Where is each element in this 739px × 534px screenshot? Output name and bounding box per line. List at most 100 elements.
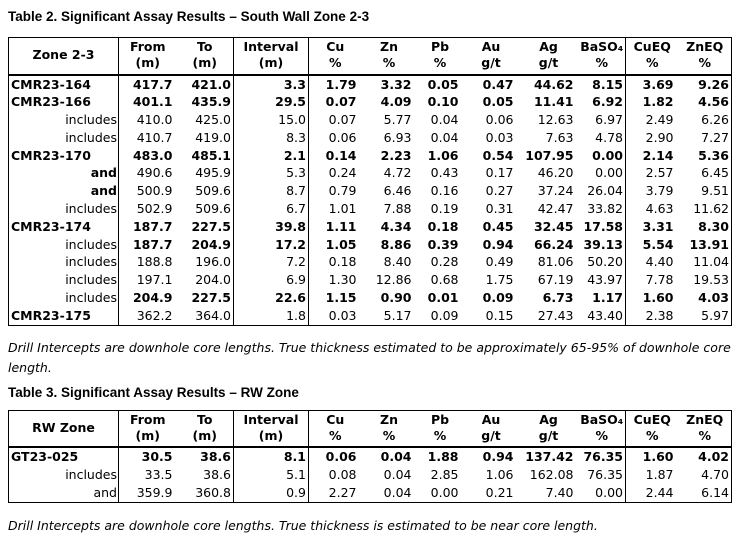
cell-ag: 81.06 [537,254,574,270]
col-header-au: Au g/t [463,410,519,449]
cell-au: 0.94 [482,449,514,465]
table3-assay-results: RW Zone From (m) To (m) Interval (m) Cu% Zn% Pb% A… [8,409,732,503]
cell-cueq: 3.79 [645,183,674,199]
cell-interval: 8.3 [233,128,309,147]
cell-from: 187.7 [132,236,173,252]
cell-cu: 0.03 [328,307,357,323]
cell-to: 364.0 [176,306,234,326]
cell-baso4: 6.92 [578,93,626,112]
col-header-pb: Pb% [416,410,464,449]
cell-from: 410.7 [136,129,173,145]
cell-zn: 6.46 [383,183,412,199]
col-header-baso4: BaSO₄% [578,37,626,76]
cell-baso4: 43.97 [578,271,626,290]
cell-zone-label: CMR23-166 [8,93,119,112]
cell-interval: 17.2 [233,235,309,254]
cell-zone-label: includes [8,289,119,307]
cell-zneq: 6.45 [701,165,729,181]
table-row: includes 197.1 204.0 6.9 1.30 12.86 0.68 1.75 67… [8,271,732,290]
cell-cueq: 2.44 [645,484,674,500]
cell-from: 401.1 [132,94,173,110]
cell-to: 360.8 [176,483,234,503]
cell-au: 0.31 [485,201,514,217]
cell-baso4: 0.00 [578,483,626,503]
cell-baso4: 6.97 [578,111,626,129]
cell-baso4: 17.58 [578,217,626,236]
cell-cu: 0.06 [328,129,357,145]
cell-from: 187.7 [132,218,173,234]
cell-zone-label: includes [8,200,119,218]
cell-baso4: 4.78 [578,128,626,147]
col-header-cu: Cu% [308,37,362,76]
cell-zn: 7.88 [383,201,412,217]
cell-zneq: 7.27 [701,129,729,145]
cell-interval: 1.8 [233,306,309,326]
cell-au: 0.49 [485,254,514,270]
cell-interval: 5.3 [233,164,309,183]
cell-au: 0.54 [482,147,514,163]
cell-cu: 0.08 [328,466,357,482]
cell-to: 495.9 [176,164,234,183]
cell-pb: 0.43 [430,165,459,181]
table2-assay-results: Zone 2-3 From (m) To (m) Interval (m) Cu% Zn% Pb%… [8,37,732,326]
cell-ag: 66.24 [533,236,574,252]
table3-header-row: RW Zone From (m) To (m) Interval (m) Cu% Zn% Pb% A… [8,410,732,449]
cell-zn: 0.04 [383,466,412,482]
cell-to: 435.9 [176,93,234,112]
cell-interval: 29.5 [233,93,309,112]
cell-ag: 162.08 [529,466,574,482]
col-header-interval: Interval (m) [233,410,309,449]
table-row: includes 188.8 196.0 7.2 0.18 8.40 0.28 0.49 81.… [8,253,732,272]
cell-zn: 3.32 [380,76,412,92]
cell-from: 359.9 [136,484,173,500]
cell-ag: 32.45 [533,218,574,234]
cell-baso4: 50.20 [578,253,626,272]
col-header-baso4: BaSO₄% [578,410,626,449]
cell-from: 362.2 [136,307,173,323]
cell-pb: 0.68 [430,272,459,288]
cell-pb: 0.05 [427,76,459,92]
cell-from: 483.0 [132,147,173,163]
cell-zneq: 13.91 [689,236,729,252]
cell-zneq: 4.02 [698,449,729,465]
col-header-interval: Interval (m) [233,37,309,76]
col-header-cueq: CuEQ% [625,37,679,76]
table3-footnote: Drill Intercepts are downhole core lengt… [8,517,598,533]
cell-au: 0.09 [482,290,514,306]
col-header-cueq: CuEQ% [625,410,679,449]
cell-interval: 6.9 [233,271,309,290]
cell-zneq: 9.26 [698,76,729,92]
cell-interval: 2.1 [233,146,309,165]
col-header-zneq: ZnEQ% [678,410,732,449]
cell-from: 417.7 [132,76,173,92]
cell-ag: 7.63 [545,129,574,145]
col-header-ag: Ag g/t [518,37,579,76]
cell-cu: 1.15 [325,290,357,306]
cell-cueq: 2.90 [645,129,674,145]
cell-cueq: 3.31 [642,218,674,234]
cell-pb: 1.06 [427,147,459,163]
table2-body: CMR23-164 417.7 421.0 3.3 1.79 3.32 0.05 0.47 44… [8,74,732,326]
cell-cueq: 5.54 [642,236,674,252]
cell-au: 0.17 [485,165,514,181]
cell-zn: 12.86 [375,272,412,288]
table-row: CMR23-166 401.1 435.9 29.5 0.07 4.09 0.10 0.05 1… [8,93,732,112]
cell-zn: 5.77 [383,112,412,128]
table-row: GT23-025 30.5 38.6 8.1 0.06 0.04 1.88 0.94 137.4… [8,447,732,466]
col-header-zneq: ZnEQ% [678,37,732,76]
cell-zneq: 4.70 [701,466,729,482]
cell-pb: 0.09 [430,307,459,323]
cell-zone-label: includes [8,111,119,129]
cell-cu: 0.07 [325,94,357,110]
cell-au: 0.27 [485,183,514,199]
cell-au: 1.06 [485,466,514,482]
cell-ag: 107.95 [525,147,574,163]
cell-interval: 0.9 [233,483,309,503]
cell-cu: 0.18 [328,254,357,270]
cell-zn: 6.93 [383,129,412,145]
cell-zone-label: includes [8,253,119,272]
cell-pb: 1.88 [427,449,459,465]
cell-au: 1.75 [485,272,514,288]
cell-baso4: 76.35 [578,465,626,484]
cell-cu: 0.07 [328,112,357,128]
